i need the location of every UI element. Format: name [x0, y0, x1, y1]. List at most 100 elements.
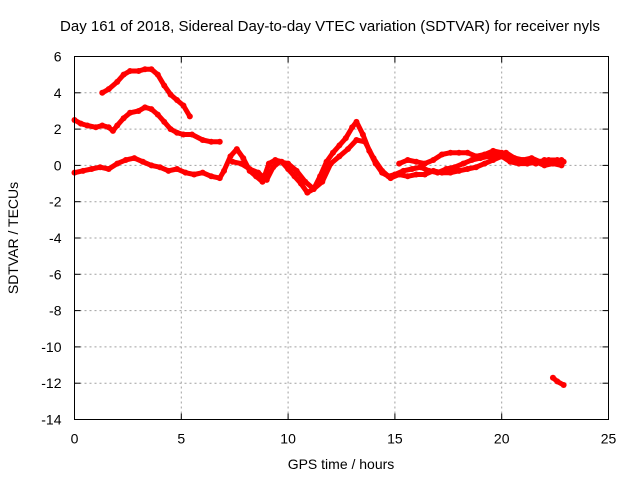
data-point [285, 160, 292, 167]
data-point [507, 158, 514, 165]
data-point [208, 173, 215, 180]
data-point [276, 158, 283, 165]
data-point [560, 382, 567, 389]
data-point [221, 167, 228, 174]
data-point [174, 97, 181, 104]
data-point [438, 151, 445, 158]
data-point [240, 155, 247, 162]
series-line [72, 104, 223, 145]
series-group [71, 66, 567, 389]
data-point [304, 189, 311, 196]
data-point [451, 164, 458, 171]
data-point [167, 91, 174, 98]
data-point [141, 66, 148, 73]
data-point [541, 156, 548, 163]
series-outlier-segment [549, 374, 567, 389]
data-point [455, 167, 462, 174]
y-tick-label: -8 [49, 303, 62, 319]
data-point [127, 68, 134, 75]
data-point [387, 175, 394, 182]
data-point [558, 162, 565, 169]
data-point [413, 171, 420, 178]
series-line [230, 137, 564, 192]
data-point [182, 169, 189, 176]
data-point [413, 158, 420, 165]
axis-ticks: 0 5 10 15 20 25 -14 -12 -10 -8 -6 -4 -2 0 2 4 6 [41, 49, 616, 447]
data-point [174, 129, 181, 136]
y-tick-label: 0 [54, 157, 62, 173]
data-point [361, 138, 368, 145]
data-point [139, 158, 146, 165]
data-point [180, 102, 187, 109]
data-point [558, 156, 565, 163]
data-point [154, 71, 161, 78]
data-point [481, 160, 488, 167]
data-point [105, 166, 112, 173]
data-point [99, 89, 106, 96]
data-point [404, 173, 411, 180]
data-point [549, 374, 556, 381]
data-point [515, 156, 522, 163]
data-point [135, 107, 142, 114]
data-point [122, 156, 129, 163]
data-point [421, 171, 428, 178]
data-point [77, 120, 84, 127]
x-tick-label: 10 [280, 431, 296, 447]
data-point [246, 166, 253, 173]
x-tick-label: 0 [71, 431, 79, 447]
series-middle-arc [71, 104, 223, 145]
x-tick-label: 5 [177, 431, 185, 447]
data-point [532, 160, 539, 167]
y-tick-label: 4 [54, 85, 62, 101]
y-tick-label: 2 [54, 121, 62, 137]
data-point [336, 142, 343, 149]
x-tick-label: 15 [387, 431, 403, 447]
data-point [293, 167, 300, 174]
data-point [554, 378, 561, 385]
data-point [161, 82, 168, 89]
data-point [396, 171, 403, 178]
data-point [148, 162, 155, 169]
data-point [114, 122, 121, 129]
data-point [238, 160, 245, 167]
data-point [359, 131, 366, 138]
y-tick-label: 6 [54, 49, 62, 65]
data-point [270, 164, 277, 171]
data-point [229, 158, 236, 165]
data-point [167, 126, 174, 133]
data-point [265, 160, 272, 167]
data-point [127, 109, 134, 116]
data-point [490, 156, 497, 163]
data-point [349, 124, 356, 131]
data-point [473, 153, 480, 160]
y-tick-label: -12 [41, 375, 61, 391]
data-point [498, 149, 505, 156]
data-point [161, 118, 168, 125]
data-point [80, 167, 87, 174]
data-point [344, 146, 351, 153]
y-tick-label: -14 [41, 412, 61, 428]
x-tick-label: 25 [601, 431, 617, 447]
data-point [105, 86, 112, 93]
y-tick-label: -4 [49, 230, 62, 246]
data-point [549, 158, 556, 165]
data-point [353, 136, 360, 143]
data-point [447, 149, 454, 156]
data-point [186, 113, 193, 120]
data-point [165, 167, 172, 174]
series-third-trace [396, 147, 565, 167]
data-point [156, 164, 163, 171]
data-point [400, 167, 407, 174]
x-axis-label: GPS time / hours [288, 456, 395, 472]
data-point [396, 160, 403, 167]
data-point [105, 124, 112, 131]
data-point [310, 185, 317, 192]
data-point [216, 138, 223, 145]
data-point [455, 149, 462, 156]
data-point [524, 158, 531, 165]
x-tick-label: 20 [494, 431, 510, 447]
data-point [302, 178, 309, 185]
data-point [199, 136, 206, 143]
data-point [464, 149, 471, 156]
data-point [528, 155, 535, 162]
